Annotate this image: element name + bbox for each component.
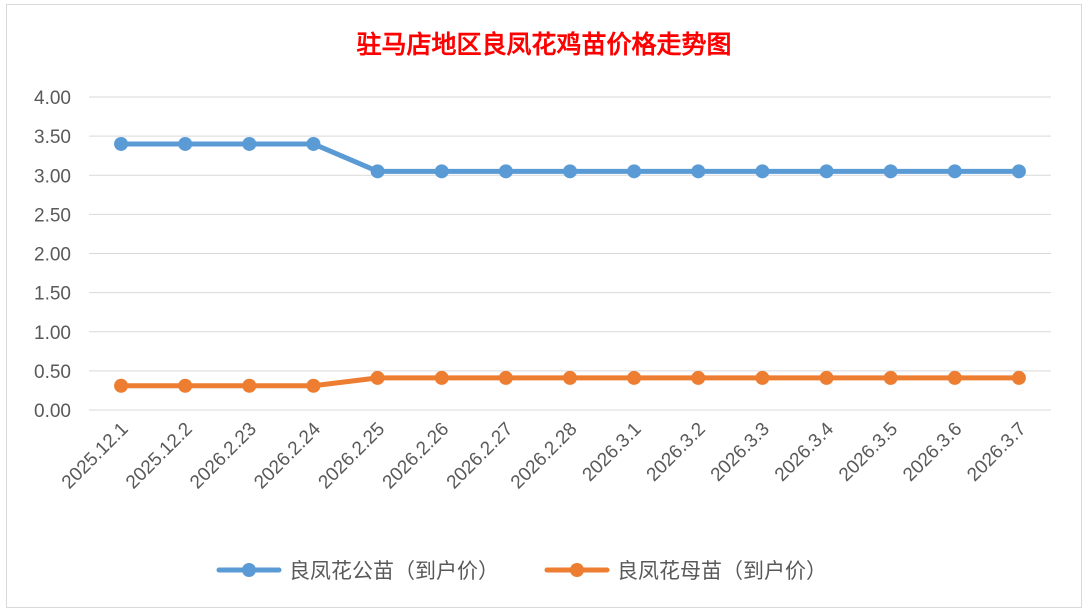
legend-marker bbox=[570, 563, 584, 577]
y-tick-label: 1.50 bbox=[34, 284, 71, 305]
data-point bbox=[114, 378, 129, 393]
x-tick-label: 2026.2.26 bbox=[379, 419, 454, 494]
data-point bbox=[306, 378, 321, 393]
data-point bbox=[563, 370, 577, 385]
data-point bbox=[242, 136, 257, 151]
data-point bbox=[434, 370, 449, 385]
y-tick-label: 0.00 bbox=[34, 401, 71, 422]
x-tick-label: 2026.2.27 bbox=[443, 419, 518, 494]
x-tick-label: 2025.12.2 bbox=[122, 419, 197, 494]
legend-item-2: 良凤花母苗（到户价） bbox=[544, 559, 827, 583]
data-point bbox=[947, 370, 962, 385]
x-tick-label: 2026.3.1 bbox=[579, 419, 646, 486]
series-layer bbox=[114, 136, 1026, 393]
chart: 驻马店地区良凤花鸡苗价格走势图 0.00 0.50 1.00 1.50 2.00 2.50… bbox=[34, 30, 1051, 583]
series-1 bbox=[114, 136, 1026, 179]
y-tick-label: 3.00 bbox=[34, 166, 71, 187]
legend-label: 良凤花母苗（到户价） bbox=[617, 559, 827, 583]
data-point bbox=[819, 370, 834, 385]
data-point bbox=[627, 164, 642, 179]
data-point bbox=[1011, 164, 1026, 179]
y-tick-label: 2.50 bbox=[34, 205, 71, 226]
data-point bbox=[370, 164, 385, 179]
x-tick-label: 2026.2.28 bbox=[507, 419, 582, 494]
x-tick-label: 2026.3.2 bbox=[643, 419, 710, 486]
y-tick-label: 1.00 bbox=[34, 323, 71, 344]
legend-label: 良凤花公苗（到户价） bbox=[289, 559, 499, 583]
x-axis-ticks: 2025.12.12025.12.22026.2.232026.2.242026… bbox=[58, 418, 1030, 493]
data-point bbox=[883, 370, 898, 385]
data-point bbox=[242, 378, 257, 393]
legend-marker bbox=[242, 563, 256, 577]
data-point bbox=[883, 164, 898, 179]
y-tick-label: 0.50 bbox=[34, 362, 71, 383]
data-point bbox=[755, 370, 770, 385]
data-point bbox=[755, 164, 770, 179]
x-tick-label: 2026.2.23 bbox=[186, 419, 261, 494]
data-point bbox=[306, 136, 321, 151]
grid-lines bbox=[89, 96, 1051, 411]
data-point bbox=[178, 136, 193, 151]
data-point bbox=[691, 370, 706, 385]
data-point bbox=[370, 370, 385, 385]
y-axis-ticks: 0.00 0.50 1.00 1.50 2.00 2.50 3.00 3.50 4.00 bbox=[34, 88, 71, 422]
data-point bbox=[498, 164, 513, 179]
data-point bbox=[563, 164, 577, 179]
data-point bbox=[691, 164, 706, 179]
series-2 bbox=[114, 370, 1026, 393]
y-tick-label: 4.00 bbox=[34, 88, 71, 109]
x-tick-label: 2026.3.4 bbox=[771, 418, 838, 485]
data-point bbox=[114, 136, 129, 151]
x-tick-label: 2026.3.3 bbox=[707, 419, 774, 486]
data-point bbox=[178, 378, 193, 393]
x-tick-label: 2026.3.7 bbox=[963, 419, 1030, 486]
data-point bbox=[627, 370, 642, 385]
x-tick-label: 2026.2.24 bbox=[250, 418, 325, 493]
legend: 良凤花公苗（到户价） 良凤花母苗（到户价） bbox=[216, 559, 827, 583]
x-tick-label: 2026.2.25 bbox=[315, 419, 390, 494]
data-point bbox=[819, 164, 834, 179]
data-point bbox=[947, 164, 962, 179]
y-tick-label: 2.00 bbox=[34, 245, 71, 266]
data-point bbox=[434, 164, 449, 179]
data-point bbox=[1011, 370, 1026, 385]
y-tick-label: 3.50 bbox=[34, 127, 71, 148]
x-tick-label: 2025.12.1 bbox=[58, 419, 133, 494]
chart-frame: 驻马店地区良凤花鸡苗价格走势图 0.00 0.50 1.00 1.50 2.00 2.50… bbox=[6, 4, 1082, 608]
legend-item-1: 良凤花公苗（到户价） bbox=[216, 559, 499, 583]
chart-title: 驻马店地区良凤花鸡苗价格走势图 bbox=[356, 30, 731, 59]
x-tick-label: 2026.3.5 bbox=[835, 419, 902, 486]
x-tick-label: 2026.3.6 bbox=[899, 419, 966, 486]
data-point bbox=[498, 370, 513, 385]
